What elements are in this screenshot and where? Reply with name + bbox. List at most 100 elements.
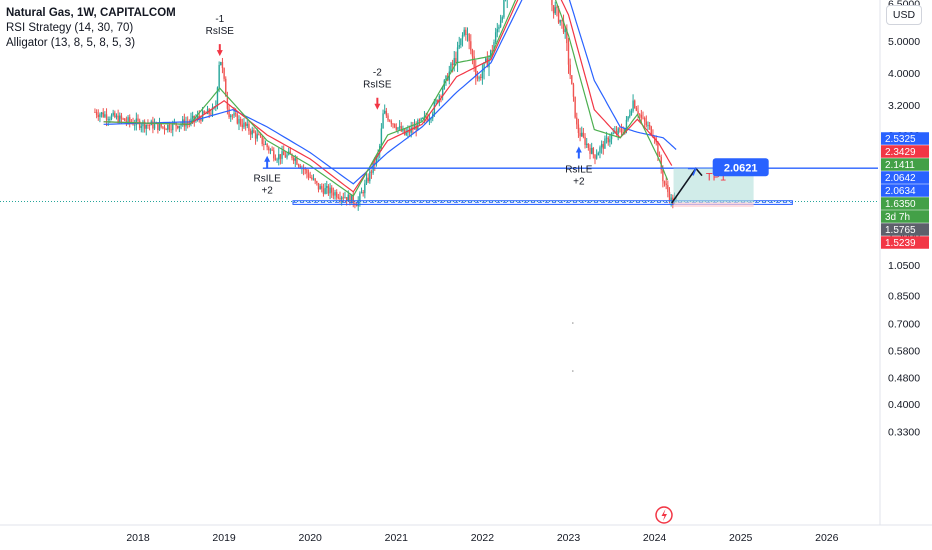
candle-body	[556, 7, 558, 9]
candle-body	[589, 147, 591, 154]
candle-body	[239, 119, 242, 125]
candle-body	[218, 65, 220, 88]
candle-body	[435, 100, 437, 103]
price-badge	[881, 171, 929, 184]
alert-icon[interactable]	[655, 506, 673, 524]
candle-body	[352, 195, 354, 204]
candle-body	[203, 111, 205, 114]
candle-body	[234, 113, 237, 115]
candle-body	[365, 177, 368, 184]
currency-button[interactable]: USD	[886, 5, 922, 25]
candle-body	[109, 119, 111, 120]
candle-body	[286, 154, 288, 158]
alligator-lips-line	[103, 0, 669, 197]
candle-body	[403, 129, 406, 135]
time-tick-label: 2026	[815, 532, 839, 544]
candle-body	[642, 117, 644, 119]
candle-body	[138, 120, 141, 128]
candle-body	[402, 129, 404, 132]
indicator-rsi-strategy[interactable]: RSI Strategy (14, 30, 70)	[6, 22, 134, 34]
candle-body	[364, 183, 366, 194]
candle-body	[306, 169, 308, 174]
candle-body	[165, 129, 167, 131]
target-price-label: 2.0621	[724, 162, 758, 174]
candle-body	[312, 178, 315, 180]
candle-body	[289, 151, 292, 155]
candle-body	[191, 115, 194, 119]
candle-body	[360, 192, 363, 194]
candle-body	[115, 115, 118, 118]
candle-body	[120, 115, 123, 119]
candle-body	[456, 47, 459, 63]
candle-body	[102, 112, 104, 117]
candle-body	[430, 118, 432, 120]
candle-body	[195, 118, 197, 121]
candle-body	[256, 134, 258, 139]
candle-body	[124, 118, 126, 121]
candle-body	[294, 158, 296, 161]
price-badge	[881, 223, 929, 236]
candle-body	[314, 178, 316, 182]
price-badge-label: 1.5765	[885, 225, 916, 236]
price-tick-label: 0.8500	[888, 291, 920, 303]
candle-body	[177, 125, 179, 129]
candle-body	[370, 171, 373, 173]
candle-body	[345, 197, 348, 201]
alligator-jaw-line	[103, 0, 677, 185]
candle-body	[263, 143, 265, 145]
long-signal-count: +2	[573, 176, 585, 187]
candle-body	[327, 186, 330, 194]
stop-zone	[673, 202, 754, 207]
candle-body	[339, 197, 341, 200]
candle-body	[612, 132, 614, 134]
candle-body	[147, 124, 149, 126]
candle-body	[367, 177, 369, 182]
candle-body	[662, 169, 664, 182]
candle-body	[382, 113, 384, 129]
short-signal-count: -2	[373, 68, 382, 79]
short-signal-label: RsISE	[206, 26, 235, 37]
candle-body	[476, 76, 479, 79]
candle-body	[569, 64, 571, 76]
time-tick-label: 2024	[643, 532, 667, 544]
candle-body	[670, 197, 672, 201]
price-tick-label: 0.4000	[888, 399, 920, 411]
candle-body	[246, 123, 248, 126]
candle-body	[650, 126, 652, 135]
candle-body	[281, 151, 283, 159]
candle-body	[180, 124, 182, 126]
candle-body	[251, 130, 253, 135]
long-signal-label: RsILE	[254, 174, 282, 185]
candle-body	[110, 115, 113, 120]
symbol-title[interactable]: Natural Gas, 1W, CAPITALCOM	[6, 7, 176, 19]
price-badge-label: 2.0634	[885, 186, 916, 197]
candle-body	[584, 136, 586, 145]
short-signal-arrow	[374, 97, 381, 110]
candle-body	[248, 123, 250, 132]
candle-body	[579, 132, 581, 137]
price-badge	[881, 145, 929, 158]
candle-body	[278, 154, 280, 160]
candle-body	[97, 114, 99, 117]
candle-body	[244, 122, 247, 126]
price-tick-label: 1.0500	[888, 260, 920, 272]
candle-body	[470, 41, 472, 51]
candle-body	[438, 95, 441, 103]
candle-body	[458, 45, 460, 48]
candle-body	[236, 114, 239, 124]
candle-body	[167, 124, 169, 130]
candle-body	[478, 77, 480, 79]
candle-body	[304, 169, 306, 171]
candle-body	[332, 192, 335, 196]
indicator-alligator[interactable]: Alligator (13, 8, 5, 8, 5, 3)	[6, 37, 136, 49]
candle-body	[471, 50, 474, 57]
stray-dot	[572, 370, 574, 372]
price-badge	[881, 210, 929, 223]
candle-body	[276, 159, 278, 161]
candle-body	[595, 155, 598, 159]
candle-body	[461, 35, 464, 39]
time-tick-label: 2018	[126, 532, 150, 544]
candle-body	[133, 124, 136, 126]
long-signal-label: RsILE	[565, 164, 593, 175]
